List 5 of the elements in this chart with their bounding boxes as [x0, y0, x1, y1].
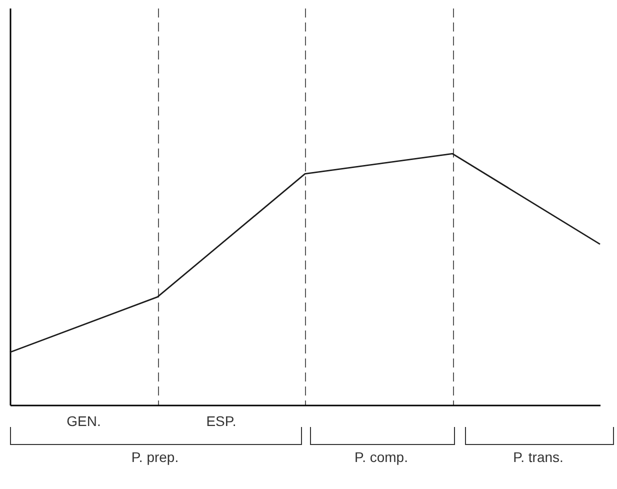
text: P. comp. — [354, 449, 408, 465]
text: GEN. — [66, 413, 101, 429]
text: P. prep. — [131, 449, 179, 465]
text: P. trans. — [513, 449, 564, 465]
text: ESP. — [206, 413, 236, 429]
